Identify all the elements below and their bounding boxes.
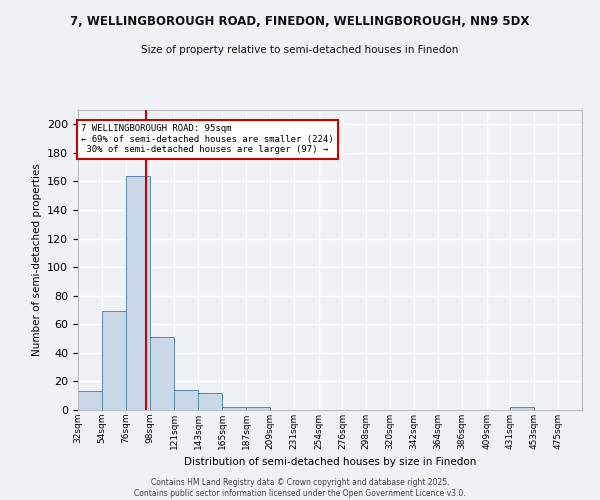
Bar xyxy=(149,337,175,410)
Text: 7, WELLINGBOROUGH ROAD, FINEDON, WELLINGBOROUGH, NN9 5DX: 7, WELLINGBOROUGH ROAD, FINEDON, WELLING… xyxy=(70,15,530,28)
Bar xyxy=(125,176,149,410)
Text: Size of property relative to semi-detached houses in Finedon: Size of property relative to semi-detach… xyxy=(142,45,458,55)
Bar xyxy=(175,390,199,410)
Bar xyxy=(511,407,535,410)
X-axis label: Distribution of semi-detached houses by size in Finedon: Distribution of semi-detached houses by … xyxy=(184,458,476,468)
Bar xyxy=(222,407,246,410)
Bar xyxy=(78,392,102,410)
Y-axis label: Number of semi-detached properties: Number of semi-detached properties xyxy=(32,164,41,356)
Text: 7 WELLINGBOROUGH ROAD: 95sqm
← 69% of semi-detached houses are smaller (224)
 30: 7 WELLINGBOROUGH ROAD: 95sqm ← 69% of se… xyxy=(81,124,334,154)
Bar xyxy=(246,407,270,410)
Bar xyxy=(102,312,125,410)
Bar xyxy=(199,393,222,410)
Text: Contains HM Land Registry data © Crown copyright and database right 2025.
Contai: Contains HM Land Registry data © Crown c… xyxy=(134,478,466,498)
